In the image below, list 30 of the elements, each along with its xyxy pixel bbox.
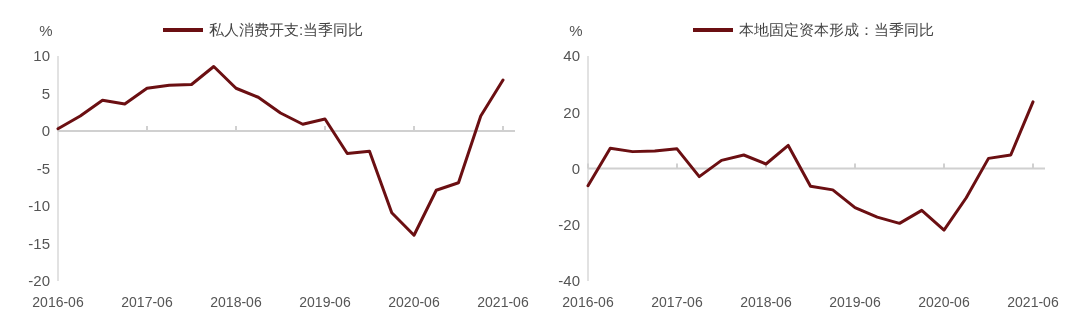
y-tick-label: -20 [28,272,50,290]
line-series [56,65,505,237]
y-tick-label: 5 [41,84,50,102]
x-tick-label: 2016-06 [32,294,84,310]
y-tick-label: -20 [558,216,580,233]
x-tick-label: 2020-06 [388,294,440,310]
x-tick-label: 2017-06 [651,294,703,310]
x-tick-label: 2018-06 [740,294,792,310]
y-tick-label: -40 [558,272,580,290]
legend-label: 私人消费开支:当季同比 [209,21,364,39]
x-tick-label: 2019-06 [299,294,351,310]
y-tick-label: 0 [41,122,50,140]
y-tick-label: 40 [563,47,580,65]
x-tick-label: 2018-06 [210,294,262,310]
x-tick-label: 2021-06 [1007,294,1059,310]
y-tick-label: -15 [28,234,50,252]
y-tick-label: 0 [571,159,580,177]
y-tick-label: -5 [36,159,50,177]
legend-label: 本地固定资本形成：当季同比 [739,21,934,39]
y-tick-label: 20 [563,103,580,121]
y-tick-label: -10 [28,197,50,215]
x-tick-label: 2017-06 [121,294,173,310]
x-tick-label: 2021-06 [477,294,529,310]
y-axis-title: % [39,22,53,39]
x-tick-label: 2019-06 [829,294,881,310]
y-axis-title: % [569,22,583,39]
y-tick-label: 10 [33,47,50,65]
x-tick-label: 2020-06 [918,294,970,310]
line-series [586,100,1035,232]
x-tick-label: 2016-06 [562,294,614,310]
